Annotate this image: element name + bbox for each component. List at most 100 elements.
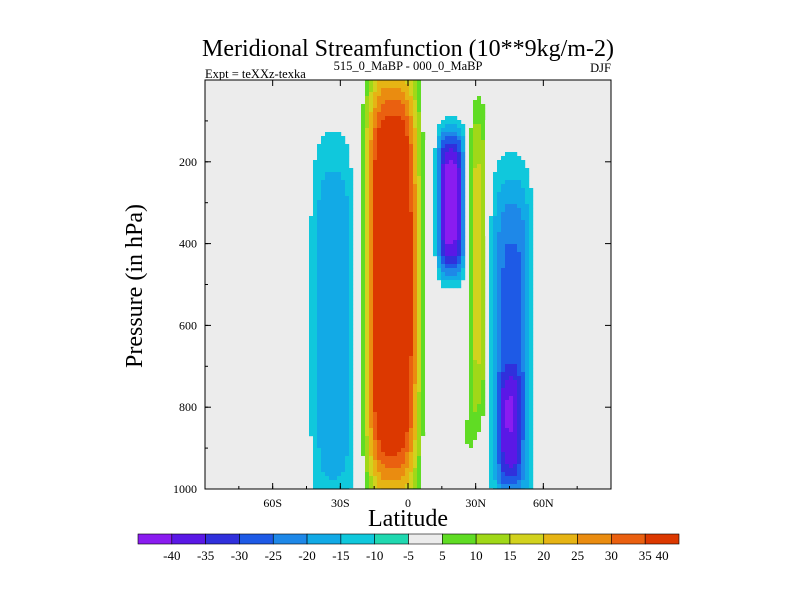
contour-cell xyxy=(473,232,478,237)
contour-cell xyxy=(505,260,510,265)
contour-cell xyxy=(361,280,366,285)
contour-cell xyxy=(485,216,490,221)
contour-cell xyxy=(509,468,514,473)
contour-cell xyxy=(341,464,346,469)
contour-cell xyxy=(509,260,514,265)
contour-cell xyxy=(393,332,398,337)
contour-cell xyxy=(405,436,410,441)
contour-cell xyxy=(349,280,354,285)
contour-cell xyxy=(441,224,446,229)
contour-cell xyxy=(369,396,374,401)
contour-cell xyxy=(309,348,314,353)
contour-cell xyxy=(517,304,522,309)
contour-cell xyxy=(397,484,402,489)
contour-cell xyxy=(581,80,586,85)
contour-cell xyxy=(473,156,478,161)
contour-cell xyxy=(525,372,530,377)
contour-cell xyxy=(493,452,498,457)
contour-cell xyxy=(321,368,326,373)
contour-cell xyxy=(369,192,374,197)
contour-cell xyxy=(425,248,430,253)
contour-cell xyxy=(489,272,494,277)
contour-cell xyxy=(385,328,390,333)
contour-cell xyxy=(509,316,514,321)
contour-cell xyxy=(313,292,318,297)
contour-cell xyxy=(313,216,318,221)
contour-cell xyxy=(477,104,482,109)
contour-cell xyxy=(333,184,338,189)
contour-cell xyxy=(317,408,322,413)
contour-cell xyxy=(377,236,382,241)
contour-cell xyxy=(321,164,326,169)
contour-cell xyxy=(325,332,330,337)
contour-cell xyxy=(449,436,454,441)
contour-cell xyxy=(349,364,354,369)
contour-cell xyxy=(313,424,318,429)
contour-cell xyxy=(377,136,382,141)
contour-cell xyxy=(497,240,502,245)
contour-cell xyxy=(437,224,442,229)
contour-cell xyxy=(509,372,514,377)
contour-cell xyxy=(325,476,330,481)
contour-cell xyxy=(385,324,390,329)
contour-cell xyxy=(437,156,442,161)
contour-cell xyxy=(385,232,390,237)
contour-cell xyxy=(525,324,530,329)
contour-cell xyxy=(425,256,430,261)
contour-cell xyxy=(449,420,454,425)
contour-cell xyxy=(393,120,398,125)
contour-cell xyxy=(469,416,474,421)
contour-cell xyxy=(333,228,338,233)
contour-cell xyxy=(505,400,510,405)
contour-cell xyxy=(329,348,334,353)
contour-cell xyxy=(517,480,522,485)
contour-cell xyxy=(425,188,430,193)
contour-cell xyxy=(441,144,446,149)
contour-cell xyxy=(325,232,330,237)
contour-cell xyxy=(377,276,382,281)
contour-cell xyxy=(401,112,406,117)
contour-cell xyxy=(457,140,462,145)
x-tick-label: 60S xyxy=(263,496,282,510)
contour-cell xyxy=(361,404,366,409)
contour-cell xyxy=(321,348,326,353)
contour-cell xyxy=(409,384,414,389)
contour-cell xyxy=(481,148,486,153)
contour-cell xyxy=(401,180,406,185)
contour-cell xyxy=(505,308,510,313)
contour-cell xyxy=(501,372,506,377)
contour-cell xyxy=(413,180,418,185)
contour-cell xyxy=(341,264,346,269)
contour-cell xyxy=(481,352,486,357)
contour-cell xyxy=(401,460,406,465)
contour-cell xyxy=(325,460,330,465)
contour-cell xyxy=(373,336,378,341)
contour-cell xyxy=(569,112,574,117)
colorbar-swatch xyxy=(340,533,375,545)
contour-cell xyxy=(449,228,454,233)
contour-cell xyxy=(441,172,446,177)
contour-cell xyxy=(525,344,530,349)
contour-cell xyxy=(377,252,382,257)
contour-cell xyxy=(513,180,518,185)
contour-cell xyxy=(333,220,338,225)
contour-cell xyxy=(341,256,346,261)
contour-cell xyxy=(397,324,402,329)
contour-cell xyxy=(489,344,494,349)
contour-cell xyxy=(457,240,462,245)
contour-cell xyxy=(373,484,378,489)
contour-cell xyxy=(453,184,458,189)
contour-cell xyxy=(409,276,414,281)
contour-cell xyxy=(357,156,362,161)
contour-cell xyxy=(325,276,330,281)
contour-cell xyxy=(421,248,426,253)
contour-cell xyxy=(513,444,518,449)
contour-cell xyxy=(377,292,382,297)
contour-cell xyxy=(349,332,354,337)
contour-cell xyxy=(509,288,514,293)
contour-cell xyxy=(389,248,394,253)
contour-cell xyxy=(441,232,446,237)
contour-cell xyxy=(349,296,354,301)
contour-cell xyxy=(337,236,342,241)
contour-cell xyxy=(433,220,438,225)
